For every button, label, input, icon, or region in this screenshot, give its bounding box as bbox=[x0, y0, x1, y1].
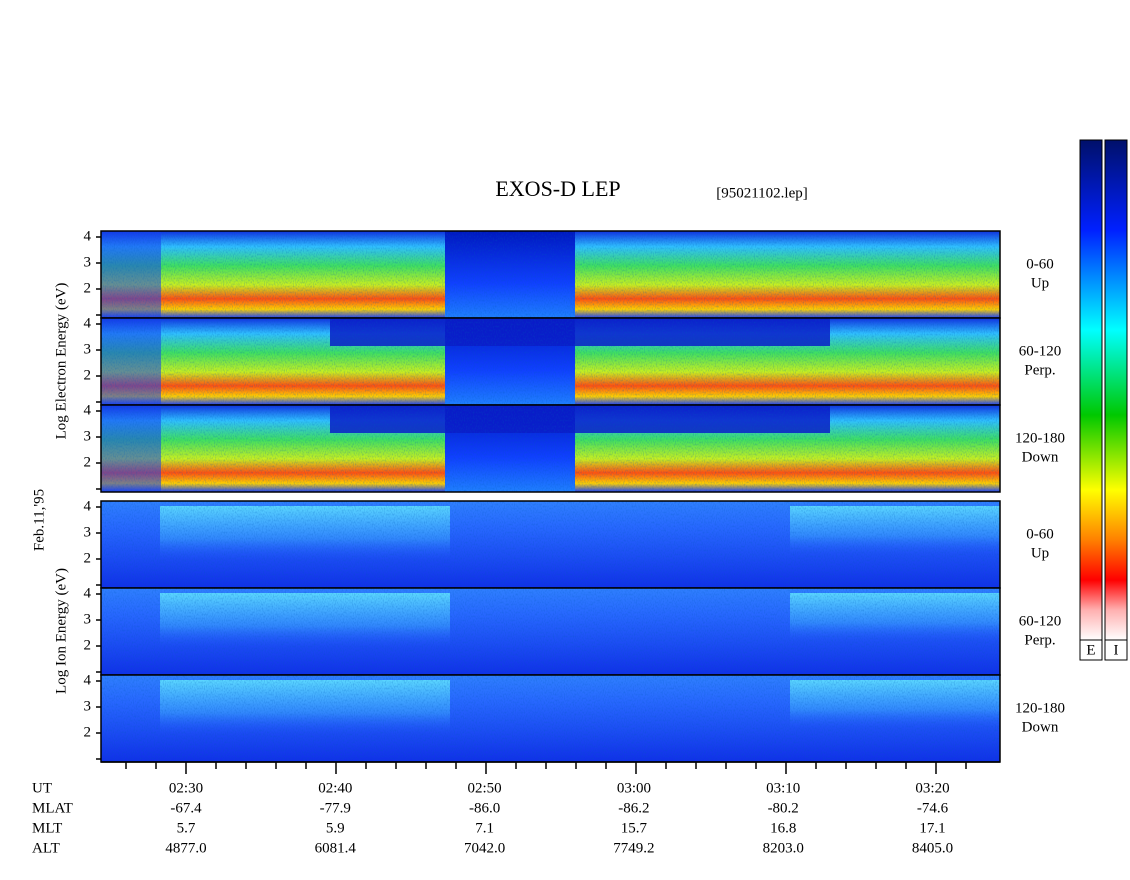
colorbar bbox=[1079, 139, 1103, 641]
y-tick-label: 4 bbox=[84, 672, 92, 688]
row-value: 03:10 bbox=[766, 780, 800, 796]
row-value: 8203.0 bbox=[763, 840, 804, 856]
row-value: -74.6 bbox=[917, 800, 949, 816]
y-tick-label: 3 bbox=[84, 698, 92, 714]
panel-range: 0-60 bbox=[1026, 256, 1054, 272]
noise bbox=[101, 675, 1000, 762]
y-tick-label: 3 bbox=[84, 524, 92, 540]
colorbar-label: E bbox=[1086, 642, 1095, 658]
panel-range: 120-180 bbox=[1015, 430, 1065, 446]
row-label: ALT bbox=[32, 840, 60, 856]
noise bbox=[101, 405, 1000, 492]
row-value: 5.7 bbox=[177, 820, 196, 836]
colorbar bbox=[1104, 139, 1128, 641]
panel-direction: Up bbox=[1031, 275, 1049, 291]
date: Feb.11,'95 bbox=[31, 489, 47, 551]
y-tick-label: 4 bbox=[84, 585, 92, 601]
panel-range: 60-120 bbox=[1019, 613, 1062, 629]
y-tick-label: 3 bbox=[84, 341, 92, 357]
axis-label: Log Ion Energy (eV) bbox=[53, 568, 69, 694]
y-tick-label: 4 bbox=[84, 498, 92, 514]
file-name: [95021102.lep] bbox=[716, 185, 808, 201]
y-tick-label: 2 bbox=[84, 280, 92, 296]
y-tick-label: 3 bbox=[84, 428, 92, 444]
y-tick-label: 2 bbox=[84, 367, 92, 383]
panel-direction: Perp. bbox=[1024, 362, 1055, 378]
title: EXOS-D LEP bbox=[495, 176, 620, 201]
axis-label: Log Electron Energy (eV) bbox=[53, 283, 69, 440]
y-tick-label: 4 bbox=[84, 315, 92, 331]
noise bbox=[101, 231, 1000, 318]
panel-range: 60-120 bbox=[1019, 343, 1062, 359]
colorbar-label: I bbox=[1114, 642, 1119, 658]
panel-direction: Down bbox=[1022, 719, 1059, 735]
panel-frame bbox=[100, 404, 1001, 493]
row-value: 15.7 bbox=[621, 820, 648, 836]
row-value: -80.2 bbox=[768, 800, 799, 816]
colorbar-label-box bbox=[1079, 639, 1103, 661]
panel-direction: Perp. bbox=[1024, 632, 1055, 648]
y-tick-label: 4 bbox=[84, 402, 92, 418]
row-value: -77.9 bbox=[320, 800, 351, 816]
row-value: -86.0 bbox=[469, 800, 500, 816]
row-value: -67.4 bbox=[170, 800, 202, 816]
row-value: 6081.4 bbox=[315, 840, 357, 856]
y-tick-label: 3 bbox=[84, 611, 92, 627]
row-value: -86.2 bbox=[618, 800, 649, 816]
y-tick-label: 2 bbox=[84, 454, 92, 470]
y-tick-label: 3 bbox=[84, 254, 92, 270]
row-value: 7042.0 bbox=[464, 840, 505, 856]
row-value: 7749.2 bbox=[613, 840, 654, 856]
colorbar-label-box bbox=[1104, 639, 1128, 661]
row-value: 7.1 bbox=[475, 820, 494, 836]
row-value: 03:20 bbox=[915, 780, 949, 796]
noise bbox=[101, 318, 1000, 405]
row-value: 4877.0 bbox=[165, 840, 206, 856]
row-value: 5.9 bbox=[326, 820, 345, 836]
y-tick-label: 2 bbox=[84, 637, 92, 653]
row-value: 8405.0 bbox=[912, 840, 953, 856]
panel-direction: Down bbox=[1022, 449, 1059, 465]
row-label: MLAT bbox=[32, 800, 73, 816]
row-value: 03:00 bbox=[617, 780, 651, 796]
row-value: 02:50 bbox=[468, 780, 502, 796]
row-value: 16.8 bbox=[770, 820, 796, 836]
row-value: 02:30 bbox=[169, 780, 203, 796]
row-value: 02:40 bbox=[318, 780, 352, 796]
y-tick-label: 4 bbox=[84, 228, 92, 244]
y-tick-label: 2 bbox=[84, 724, 92, 740]
row-label: MLT bbox=[32, 820, 62, 836]
panel-range: 0-60 bbox=[1026, 526, 1054, 542]
y-tick-label: 2 bbox=[84, 550, 92, 566]
noise bbox=[101, 588, 1000, 675]
panel-range: 120-180 bbox=[1015, 700, 1065, 716]
row-label: UT bbox=[32, 780, 52, 796]
noise bbox=[101, 501, 1000, 588]
panel-direction: Up bbox=[1031, 545, 1049, 561]
row-value: 17.1 bbox=[919, 820, 945, 836]
